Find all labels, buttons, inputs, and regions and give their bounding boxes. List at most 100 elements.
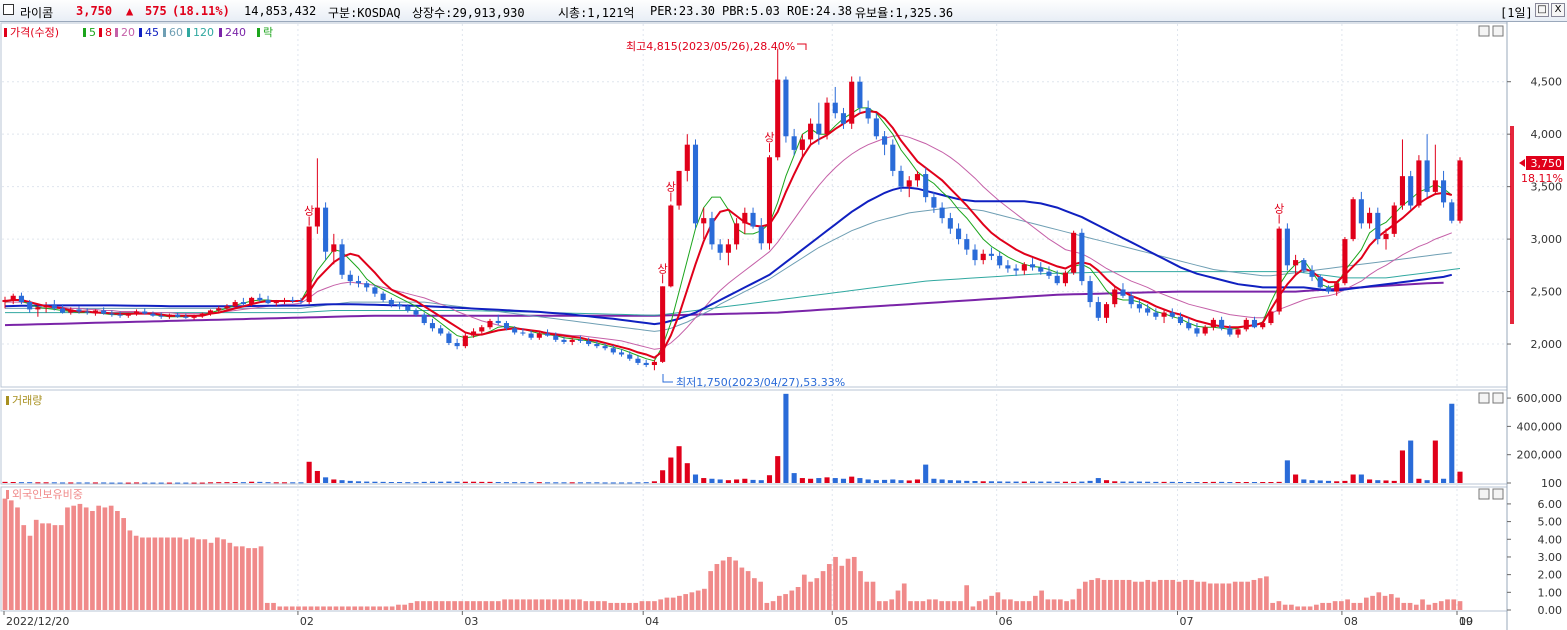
- per-value: PER:23.30: [650, 4, 716, 18]
- foreign-panel-close-button[interactable]: [1492, 488, 1504, 500]
- market-type: 구분:KOSDAQ: [328, 6, 401, 20]
- market-cap: 시총:1,121억: [558, 6, 635, 20]
- candlestick-series: [2, 48, 1463, 371]
- grid-lines: [2, 24, 1506, 610]
- price-pointer: [1519, 159, 1525, 167]
- volume-bar: [224, 482, 230, 484]
- foreign-bar: [352, 606, 358, 610]
- period-selector[interactable]: [1일]: [1500, 6, 1533, 20]
- candle-body: [923, 174, 929, 198]
- foreign-bar: [995, 592, 1001, 610]
- foreign-bar: [1382, 595, 1388, 610]
- candle-body: [1284, 228, 1290, 266]
- volume-bar: [421, 481, 427, 483]
- foreign-bar: [1014, 601, 1019, 610]
- foreign-bar: [720, 560, 726, 610]
- foreign-bar: [339, 606, 345, 610]
- foreign-bar: [989, 595, 994, 610]
- volume-bar: [898, 480, 904, 483]
- candle-body: [339, 244, 345, 275]
- candle-body: [59, 308, 66, 313]
- foreign-bar: [970, 606, 976, 610]
- foreign-panel-minimize-button[interactable]: [1478, 488, 1490, 500]
- foreign-bar: [645, 601, 651, 610]
- volume-bar: [1342, 480, 1348, 483]
- foreign-bar: [102, 507, 108, 610]
- volume-bar: [709, 478, 715, 483]
- volume-bar: [931, 478, 937, 483]
- foreign-bar: [1314, 604, 1319, 610]
- candle-body: [750, 212, 756, 227]
- price-panel-minimize-button[interactable]: [1478, 25, 1490, 37]
- volume-bar: [742, 478, 748, 483]
- volume-bar: [347, 480, 353, 483]
- volume-bar: [1202, 482, 1208, 484]
- foreign-bar: [1126, 579, 1132, 610]
- ma-120-line: [5, 268, 1461, 316]
- volume-bar: [323, 477, 329, 483]
- foreign-bar: [851, 556, 857, 610]
- foreign-bar: [926, 599, 932, 610]
- candle-body: [1424, 160, 1430, 192]
- volume-bar: [158, 482, 164, 484]
- foreign-bar: [776, 595, 782, 610]
- volume-bar: [125, 482, 131, 484]
- foreign-bar: [302, 606, 308, 610]
- volume-bar: [980, 481, 986, 483]
- volume-bar: [1128, 481, 1134, 483]
- foreign-bar: [1420, 599, 1425, 610]
- volume-panel-minimize-button[interactable]: [1478, 392, 1490, 404]
- foreign-bar: [1033, 595, 1038, 610]
- foreign-bar: [602, 601, 607, 610]
- candle-body: [1399, 176, 1406, 206]
- select-checkbox[interactable]: [3, 4, 14, 15]
- foreign-bar: [608, 602, 614, 610]
- foreign-bar: [1220, 583, 1226, 610]
- candle-body: [651, 361, 657, 366]
- candle-body: [495, 320, 501, 324]
- price-tick-label: 2,000: [1531, 338, 1563, 351]
- volume-bar: [808, 478, 814, 483]
- foreign-bar: [189, 537, 195, 610]
- foreign-bar: [758, 581, 763, 610]
- volume-bar: [1079, 481, 1085, 483]
- restore-button[interactable]: □: [1535, 3, 1549, 17]
- foreign-bar: [527, 599, 532, 610]
- foreign-bar: [1320, 602, 1325, 610]
- candle-body: [166, 314, 172, 317]
- foreign-bar: [264, 602, 270, 610]
- foreign-bar: [1001, 599, 1007, 610]
- candle-body: [355, 281, 362, 284]
- foreign-bar: [408, 602, 414, 610]
- volume-bar: [207, 482, 214, 484]
- candle-body: [742, 212, 748, 224]
- candle-body: [980, 253, 986, 261]
- foreign-bar: [439, 601, 445, 610]
- volume-panel-close-button[interactable]: [1492, 392, 1504, 404]
- volume-bar: [355, 481, 362, 483]
- volume-bar: [364, 481, 370, 483]
- candle-body: [183, 316, 189, 318]
- candle-body: [364, 283, 370, 288]
- candle-body: [487, 320, 493, 328]
- candle-body: [882, 136, 888, 145]
- foreign-bar: [1095, 578, 1101, 610]
- candle-body: [536, 333, 542, 338]
- candle-body: [956, 228, 962, 240]
- foreign-bar: [1064, 601, 1069, 610]
- foreign-bar: [458, 601, 464, 610]
- volume-bar: [1441, 478, 1447, 483]
- candle-body: [618, 352, 625, 355]
- low-label: 최저1,750(2023/04/27),53.33%: [676, 376, 845, 389]
- candle-body: [471, 331, 477, 336]
- close-button[interactable]: X: [1551, 3, 1565, 17]
- volume-bar: [84, 482, 90, 484]
- volume-legend: 거래량: [6, 394, 42, 407]
- candle-body: [1301, 260, 1307, 271]
- foreign-tick-label: 1.00: [1538, 586, 1563, 599]
- x-tick-label: 05: [834, 615, 848, 628]
- price-panel-close-button[interactable]: [1492, 25, 1504, 37]
- candle-body: [117, 314, 123, 316]
- volume-bar: [1103, 480, 1110, 483]
- volume-bar: [594, 482, 600, 484]
